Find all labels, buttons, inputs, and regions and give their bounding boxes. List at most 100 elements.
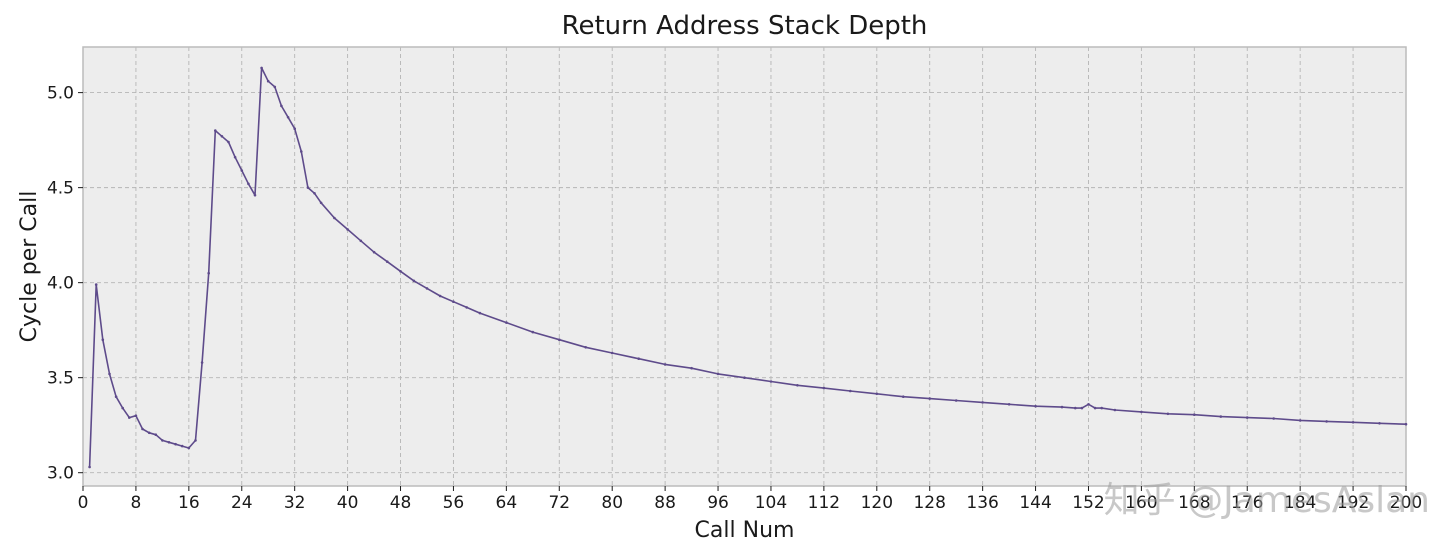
chart-title: Return Address Stack Depth: [562, 11, 928, 41]
data-point: [372, 250, 376, 254]
data-point: [207, 271, 210, 275]
data-point: [981, 401, 984, 404]
x-tick-label: 128: [913, 493, 945, 513]
data-point: [452, 300, 455, 304]
data-point: [346, 228, 349, 231]
data-point: [928, 397, 931, 400]
data-point: [399, 270, 402, 273]
data-point: [187, 446, 191, 450]
data-point: [1245, 416, 1249, 419]
data-point: [1060, 405, 1064, 409]
data-point: [478, 311, 482, 315]
data-point: [743, 376, 746, 380]
x-tick-label: 96: [707, 493, 729, 513]
x-tick-label: 176: [1231, 493, 1263, 513]
data-point: [438, 294, 442, 298]
x-tick-label: 16: [178, 493, 200, 513]
data-point: [313, 192, 316, 195]
data-point: [1378, 422, 1381, 425]
data-point: [167, 441, 171, 444]
data-point: [505, 321, 508, 324]
data-point: [1272, 417, 1275, 420]
x-tick-label: 144: [1019, 493, 1051, 513]
watermark-text: 知乎 @JamesAslan: [1104, 480, 1430, 521]
data-point: [101, 338, 105, 342]
data-point: [386, 260, 389, 264]
data-point: [128, 416, 131, 419]
data-point: [141, 427, 144, 431]
y-tick-label: 3.0: [47, 464, 74, 484]
data-point: [637, 357, 640, 361]
data-point: [121, 406, 124, 410]
data-point: [663, 363, 667, 366]
x-tick-label: 80: [601, 493, 623, 513]
data-point: [359, 239, 363, 243]
data-point: [247, 182, 250, 186]
data-point: [154, 433, 158, 437]
data-point: [1404, 422, 1408, 426]
data-point: [849, 389, 852, 393]
data-point: [690, 366, 693, 370]
data-point: [1080, 406, 1084, 410]
data-point: [200, 361, 204, 364]
data-point: [220, 135, 224, 138]
marker-layer: [88, 66, 1408, 469]
data-point: [227, 140, 230, 144]
grid-layer: [82, 47, 1407, 486]
x-tick-label: 184: [1284, 493, 1316, 513]
data-point: [253, 193, 257, 197]
data-point: [796, 384, 799, 387]
data-point: [1113, 408, 1117, 412]
data-point: [1100, 406, 1103, 410]
data-point: [1087, 403, 1090, 406]
y-tick-label: 5.0: [47, 84, 74, 104]
plot-area: [83, 47, 1406, 486]
data-point: [425, 287, 429, 290]
data-point: [584, 346, 587, 349]
x-tick-label: 200: [1390, 493, 1422, 513]
x-tick-label: 152: [1072, 493, 1104, 513]
data-point: [108, 372, 111, 376]
data-point: [1193, 413, 1196, 417]
x-tick-label: 88: [654, 493, 676, 513]
data-point: [260, 66, 263, 70]
data-point: [1219, 415, 1223, 418]
data-point: [822, 386, 826, 390]
y-tick-label: 3.5: [47, 369, 74, 389]
data-point: [174, 442, 177, 446]
data-point: [293, 127, 297, 130]
x-tick-label: 120: [861, 493, 893, 513]
data-point: [300, 150, 303, 153]
x-tick-label: 168: [1178, 493, 1210, 513]
data-point: [147, 431, 151, 435]
x-axis-label: Call Num: [695, 518, 795, 543]
data-point: [465, 306, 469, 309]
data-point: [716, 372, 720, 376]
data-point: [954, 399, 958, 402]
data-point: [531, 330, 535, 334]
data-point: [273, 85, 277, 89]
x-tick-label: 56: [443, 493, 465, 513]
data-point: [558, 338, 561, 342]
x-tick-label: 24: [231, 493, 253, 513]
data-point: [1093, 406, 1097, 410]
x-tick-label: 32: [284, 493, 306, 513]
data-point: [875, 392, 879, 396]
x-tick-label: 112: [808, 493, 840, 513]
y-tick-label: 4.0: [47, 274, 74, 294]
data-point: [1140, 410, 1143, 414]
data-point: [1325, 420, 1328, 423]
data-point: [1351, 421, 1355, 424]
data-point: [902, 395, 905, 399]
data-point: [88, 465, 91, 469]
data-point: [286, 116, 290, 119]
x-tick-label: 192: [1337, 493, 1369, 513]
data-point: [1034, 404, 1037, 408]
data-point: [180, 444, 184, 448]
data-point: [214, 129, 217, 132]
data-point: [1007, 403, 1011, 406]
tick-layer: 0 8 16 24 32 40 48 56 64 72 80 88 96 104 112 120 128 136 1…: [47, 84, 1422, 513]
x-tick-label: 40: [337, 493, 359, 513]
data-point: [161, 439, 164, 442]
